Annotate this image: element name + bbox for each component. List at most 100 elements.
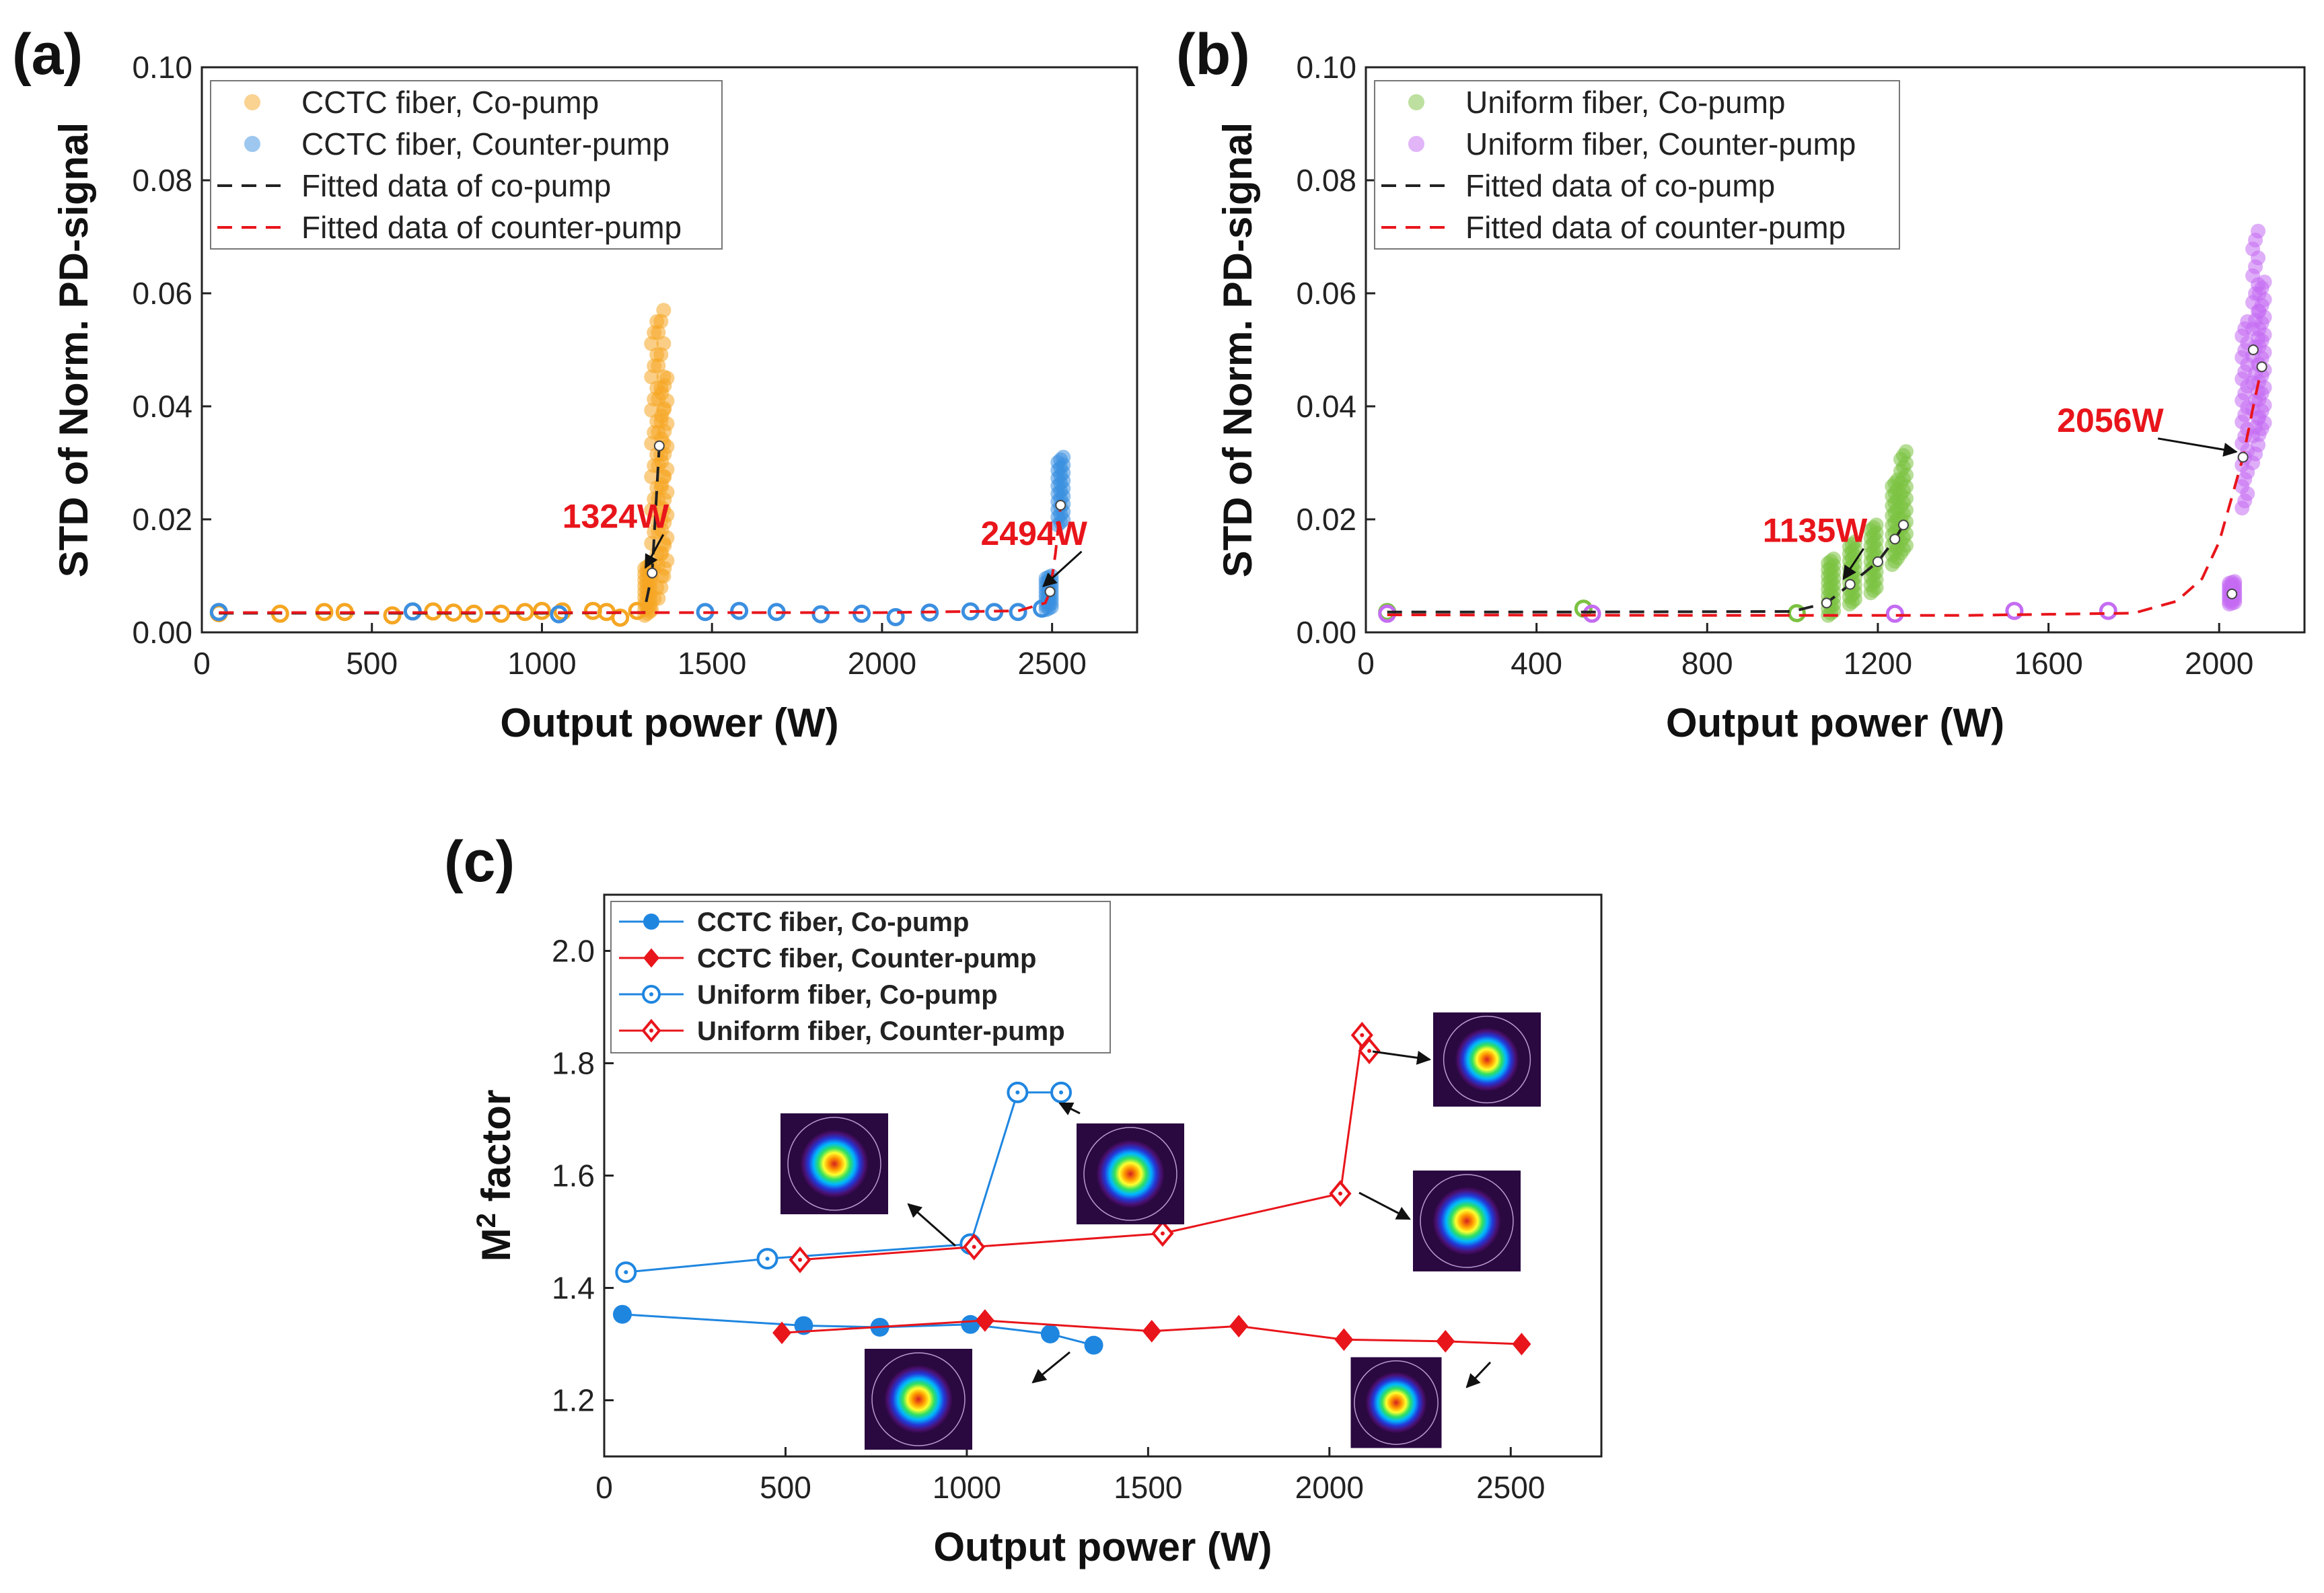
y-tick-label: 0.08 [132,163,192,198]
cluster-point [644,469,659,484]
cluster-point [1826,551,1842,566]
x-axis-title: Output power (W) [1666,700,2004,745]
y-tick-label: 0.00 [1296,615,1356,650]
data-point [2005,601,2024,620]
marker-dot [1367,1049,1372,1053]
marker-diamond [1436,1330,1455,1353]
marker-dot [1015,1090,1020,1095]
cluster-point [653,347,669,363]
cluster-point [1056,449,1071,465]
legend-label: Fitted data of co-pump [301,168,611,203]
cluster-point [656,336,671,351]
x-tick-label: 0 [193,646,211,681]
mean-point [2247,344,2259,355]
cluster-point [656,303,671,318]
annotation-label: 1324W [562,498,669,535]
cluster-point [651,325,666,340]
beam-profile-spot [1365,1372,1427,1434]
marker-dot [649,1029,653,1033]
beam-profile-spot [1455,1027,1519,1092]
y-tick-label: 2.0 [552,934,595,969]
y-axis-title: STD of Norm. PD-signal [51,122,96,578]
marker-dot [1338,1191,1342,1196]
cluster-point [1898,444,1914,459]
cluster-point [653,313,669,329]
cluster-point [651,358,666,373]
inset-arrow [1372,1050,1432,1065]
data-point [811,605,830,624]
data-point [383,606,402,625]
y-tick-label: 0.06 [1296,276,1356,311]
x-tick-label: 800 [1681,646,1733,681]
cluster-point [2251,223,2266,239]
data-point [1009,603,1027,622]
data-point [1787,603,1806,622]
mean-point [1044,586,1056,597]
x-tick-label: 2000 [2185,646,2253,681]
mean-point [2237,451,2249,463]
inset-arrow [1358,1191,1411,1220]
annotation-label: 2494W [980,515,1087,552]
marker-circle [612,1304,632,1324]
legend-label: Uniform fiber, Counter-pump [1465,126,1856,161]
y-tick-label: 0.10 [132,50,192,85]
marker-diamond [772,1321,792,1345]
y-tick-label: 0.04 [132,389,192,424]
marker-circle [1084,1335,1103,1355]
cluster-point [653,580,669,595]
legend-label: CCTC fiber, Counter-pump [697,944,1036,973]
legend-label: Uniform fiber, Co-pump [1465,85,1786,120]
x-tick-label: 1200 [1844,646,1912,681]
beam-profile-ring [871,1352,966,1446]
x-tick-label: 400 [1511,646,1562,681]
cluster-point [2257,274,2272,290]
y-tick-label: 0.08 [1296,163,1356,198]
y-tick-label: 1.2 [552,1383,595,1418]
beam-profile-spot [1432,1187,1501,1255]
x-tick-label: 500 [346,646,398,681]
x-tick-label: 1000 [507,646,576,681]
marker-diamond [1142,1319,1161,1343]
mean-point [1844,579,1856,590]
x-tick-label: 0 [595,1470,613,1505]
cluster-point [659,371,675,385]
beam-profile-spot [800,1129,869,1198]
marker-dot [798,1257,803,1262]
data-point [1885,604,1904,623]
beam-profile-spot [884,1365,953,1434]
legend-label: Fitted data of counter-pump [1465,210,1846,245]
y-tick-label: 1.6 [552,1158,595,1193]
legend-label: Uniform fiber, Co-pump [697,980,998,1010]
legend-label: CCTC fiber, Counter-pump [301,126,669,161]
inset-arrow [1058,1102,1081,1115]
mean-point [1897,519,1909,531]
annotation-label: 1135W [1763,512,1868,550]
x-tick-label: 1600 [2014,646,2082,681]
beam-profile-ring [1420,1174,1514,1268]
annotation-label: 2056W [2057,402,2164,439]
fit-line [1387,524,1905,614]
data-point [611,608,630,627]
beam-profile-spot [1096,1140,1165,1208]
marker-diamond [975,1309,994,1332]
x-axis-title: Output power (W) [500,700,838,745]
plot-frame [1365,66,2306,634]
panel-c-chart: (c) 0 500 1000 1500 2000 2500 1.2 1.4 1.6 1.8 2.0 Ou… [444,829,1603,1569]
data-point [730,601,749,620]
data-point [886,607,905,626]
panel-a-chart: (a) 0 500 1000 1500 2000 2500 0.00 0.02 0.04 0.06 0… [12,22,1138,745]
x-tick-label: 2000 [848,646,916,681]
cluster-point [644,336,659,351]
legend-box [1374,80,1900,250]
marker-dot [972,1245,976,1249]
marker-circle [643,914,659,930]
annotation-arrow [644,533,665,569]
x-tick-label: 2500 [1476,1470,1545,1505]
marker-diamond [1229,1314,1249,1338]
data-point [628,601,647,620]
cluster-point [2227,574,2243,589]
y-tick-label: 0.10 [1296,50,1356,85]
x-tick-label: 2000 [1295,1470,1364,1505]
data-point [1583,604,1601,623]
